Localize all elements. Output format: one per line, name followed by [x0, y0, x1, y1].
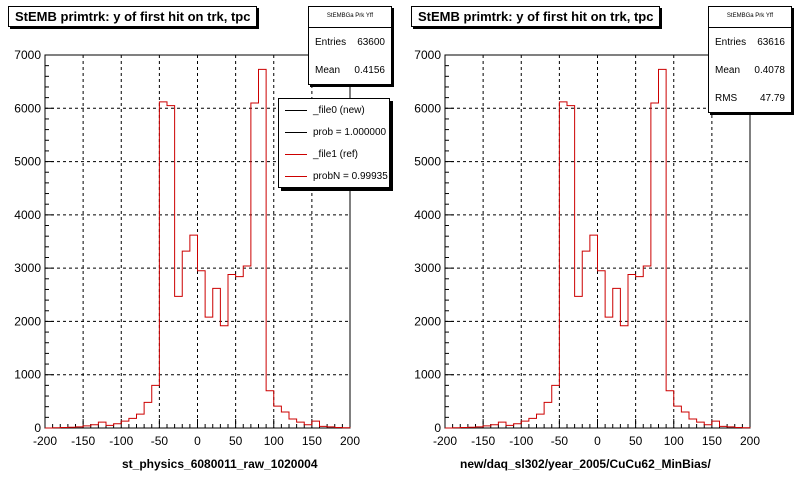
left-y-tick-label: 2000: [14, 314, 41, 328]
right-stats-mean-row: Mean 0.4078: [709, 56, 791, 84]
right-y-tick-label: 7000: [414, 48, 441, 62]
right-x-tick-label: -50: [551, 434, 569, 448]
right-histogram-plot: -200 -150 -100 -50 0 50 100 150 2000100020003000…: [414, 48, 760, 448]
left-stats-mean-label: Mean: [315, 64, 341, 76]
right-stats-mean-label: Mean: [715, 64, 741, 76]
right-y-tick-label: 4000: [414, 208, 441, 222]
left-stats-header: StEMBGa Prk Yff: [309, 7, 391, 28]
legend-label-file1: _file1 (ref): [313, 148, 359, 160]
right-stats-entries-label: Entries: [715, 36, 747, 48]
right-stats-mean-value: 0.4078: [754, 64, 785, 76]
legend-label-prob: prob = 1.000000: [313, 126, 387, 138]
legend-entry-probn: probN = 0.99935: [279, 165, 389, 187]
left-stats-entries-value: 63600: [357, 36, 385, 48]
left-x-tick-label: -150: [71, 434, 95, 448]
right-x-axis-label: new/daq_sl302/year_2005/CuCu62_MinBias/: [460, 457, 711, 471]
right-y-tick-label: 6000: [414, 101, 441, 115]
left-stats-mean-value: 0.4156: [354, 64, 385, 76]
right-histogram-series-0: [445, 68, 751, 429]
left-histogram-series-0: [45, 68, 351, 429]
left-stats-entries-label: Entries: [315, 36, 347, 48]
left-y-tick-label: 4000: [14, 208, 41, 222]
legend-entry-file0: _file0 (new): [279, 99, 389, 121]
left-y-tick-label: 5000: [14, 155, 41, 169]
right-x-tick-label: -200: [433, 434, 457, 448]
left-x-tick-label: 50: [229, 434, 243, 448]
left-y-tick-label: 1000: [14, 368, 41, 382]
legend-line-file0: [285, 109, 307, 111]
left-x-axis-label: st_physics_6080011_raw_1020004: [122, 457, 318, 471]
right-x-tick-label: 0: [594, 434, 601, 448]
left-y-tick-label: 6000: [14, 101, 41, 115]
legend-entry-prob: prob = 1.000000: [279, 121, 389, 143]
right-stats-entries-value: 63616: [757, 36, 785, 48]
legend-label-probn: probN = 0.99935: [313, 170, 388, 182]
legend-label-file0: _file0 (new): [313, 104, 365, 116]
left-stats-mean-row: Mean 0.4156: [309, 56, 391, 84]
right-x-tick-label: 100: [664, 434, 684, 448]
right-x-tick-label: 200: [740, 434, 760, 448]
right-x-tick-label: -100: [509, 434, 533, 448]
left-plot-title: StEMB primtrk: y of first hit on trk, tp…: [8, 6, 258, 27]
left-histogram-plot: -200 -150 -100 -50 0 50 100 150 2000100020003000…: [14, 48, 360, 448]
left-y-tick-label: 0: [34, 421, 41, 435]
left-x-tick-label: 150: [302, 434, 322, 448]
right-y-tick-label: 5000: [414, 155, 441, 169]
right-y-tick-label: 2000: [414, 314, 441, 328]
left-legend: _file0 (new) prob = 1.000000 _file1 (ref…: [278, 98, 390, 188]
left-x-tick-label: 0: [194, 434, 201, 448]
left-y-tick-label: 7000: [14, 48, 41, 62]
right-stats-box: StEMBGa Prk Yff Entries 63616 Mean 0.407…: [708, 6, 792, 113]
right-stats-entries-row: Entries 63616: [709, 28, 791, 56]
right-y-tick-label: 1000: [414, 368, 441, 382]
right-y-tick-label: 3000: [414, 261, 441, 275]
right-x-tick-label: 150: [702, 434, 722, 448]
left-stats-entries-row: Entries 63600: [309, 28, 391, 56]
left-x-tick-label: 100: [264, 434, 284, 448]
right-stats-rms-label: RMS: [715, 92, 738, 104]
right-x-tick-label: 50: [629, 434, 643, 448]
left-x-tick-label: -100: [109, 434, 133, 448]
right-stats-header: StEMBGa Prk Yff: [709, 7, 791, 28]
left-x-tick-label: 200: [340, 434, 360, 448]
left-y-tick-label: 3000: [14, 261, 41, 275]
right-stats-rms-row: RMS 47.79: [709, 84, 791, 112]
legend-entry-file1: _file1 (ref): [279, 143, 389, 165]
legend-line-file1: [285, 153, 307, 155]
left-x-tick-label: -200: [33, 434, 57, 448]
right-y-tick-label: 0: [434, 421, 441, 435]
legend-line-prob: [285, 131, 307, 133]
left-x-tick-label: -50: [151, 434, 169, 448]
right-plot-title: StEMB primtrk: y of first hit on trk, tp…: [411, 6, 661, 27]
left-stats-box: StEMBGa Prk Yff Entries 63600 Mean 0.415…: [308, 6, 392, 85]
right-x-tick-label: -150: [471, 434, 495, 448]
right-stats-rms-value: 47.79: [759, 92, 785, 104]
legend-line-probn: [285, 175, 307, 177]
